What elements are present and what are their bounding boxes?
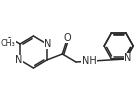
Text: N: N (124, 53, 131, 63)
Text: CH₃: CH₃ (1, 39, 16, 48)
Text: NH: NH (82, 56, 96, 66)
Text: O: O (63, 33, 71, 43)
Text: N: N (44, 39, 52, 49)
Text: N: N (15, 55, 23, 65)
